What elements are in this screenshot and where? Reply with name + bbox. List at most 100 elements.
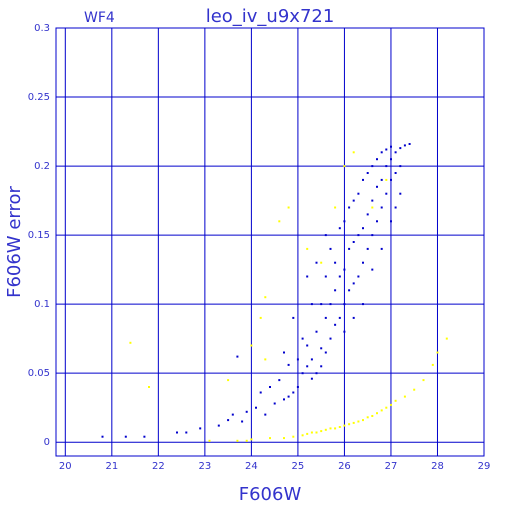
data-point-series-1 xyxy=(399,147,402,150)
data-point-series-1 xyxy=(380,151,383,154)
data-point-series-2 xyxy=(269,437,271,440)
data-point-series-2 xyxy=(334,427,337,430)
data-point-series-2 xyxy=(343,165,346,168)
data-point-series-2 xyxy=(366,416,369,419)
data-point-series-1 xyxy=(124,435,127,438)
data-point-series-1 xyxy=(199,427,202,430)
data-point-series-2 xyxy=(324,428,327,431)
data-point-series-2 xyxy=(371,206,374,209)
data-point-series-1 xyxy=(362,261,364,264)
data-point-series-2 xyxy=(287,206,290,209)
data-point-series-1 xyxy=(338,316,341,319)
data-point-series-1 xyxy=(273,402,276,405)
data-point-series-2 xyxy=(431,363,434,366)
data-point-series-2 xyxy=(445,337,448,340)
x-tick-label: 24 xyxy=(245,461,258,472)
data-point-series-2 xyxy=(245,439,248,442)
data-point-series-1 xyxy=(399,192,402,195)
data-point-series-1 xyxy=(278,379,281,382)
data-point-series-1 xyxy=(329,247,332,250)
data-point-series-2 xyxy=(394,399,397,402)
data-point-series-2 xyxy=(362,419,364,422)
data-point-series-1 xyxy=(371,234,374,237)
data-point-series-1 xyxy=(385,165,388,168)
data-point-series-1 xyxy=(390,158,392,161)
data-point-series-1 xyxy=(264,413,267,416)
data-point-series-1 xyxy=(399,165,402,168)
data-point-series-2 xyxy=(376,412,378,415)
data-point-series-2 xyxy=(334,206,337,209)
data-point-series-1 xyxy=(390,178,392,181)
data-point-series-1 xyxy=(338,275,341,278)
data-point-series-2 xyxy=(320,261,323,264)
data-point-series-1 xyxy=(352,282,355,285)
data-point-series-1 xyxy=(320,365,323,368)
data-point-series-2 xyxy=(422,379,425,382)
data-point-series-1 xyxy=(324,316,327,319)
y-tick-label: 0.15 xyxy=(28,230,50,241)
x-tick-label: 26 xyxy=(338,461,351,472)
data-point-series-1 xyxy=(390,145,392,148)
data-point-series-1 xyxy=(385,148,388,151)
data-points xyxy=(101,143,448,442)
data-point-series-1 xyxy=(334,289,337,292)
data-point-series-2 xyxy=(320,430,323,433)
data-point-series-2 xyxy=(357,420,360,423)
data-point-series-1 xyxy=(306,344,309,347)
data-point-series-1 xyxy=(371,268,374,271)
data-point-series-2 xyxy=(310,431,313,434)
data-point-series-2 xyxy=(264,296,267,299)
data-point-series-1 xyxy=(343,220,346,223)
data-point-series-1 xyxy=(283,351,285,354)
data-point-series-1 xyxy=(259,391,262,394)
data-point-series-1 xyxy=(380,247,383,250)
data-point-series-1 xyxy=(301,372,304,375)
data-point-series-1 xyxy=(296,358,299,361)
y-tick-label: 0.25 xyxy=(28,92,50,103)
data-point-series-1 xyxy=(176,431,178,434)
data-point-series-1 xyxy=(394,172,397,174)
data-point-series-1 xyxy=(255,406,257,409)
y-axis-title: F606W error xyxy=(4,186,25,298)
data-point-series-1 xyxy=(320,347,323,350)
data-point-series-2 xyxy=(380,409,383,412)
x-axis-title: F606W xyxy=(239,484,302,505)
y-tick-label: 0.3 xyxy=(34,23,50,34)
data-point-series-2 xyxy=(292,435,295,438)
data-point-series-2 xyxy=(385,178,388,181)
data-point-series-1 xyxy=(362,178,364,181)
x-tick-label: 21 xyxy=(105,461,118,472)
data-point-series-1 xyxy=(366,247,369,250)
data-point-series-2 xyxy=(306,247,309,250)
data-point-series-1 xyxy=(310,377,313,380)
data-point-series-1 xyxy=(287,395,290,398)
data-point-series-1 xyxy=(343,330,346,333)
data-point-series-1 xyxy=(334,261,337,264)
x-tick-label: 23 xyxy=(199,461,212,472)
y-tick-label: 0.05 xyxy=(28,368,50,379)
data-point-series-1 xyxy=(357,275,360,278)
data-point-series-1 xyxy=(366,213,369,216)
data-point-series-1 xyxy=(283,398,285,401)
data-point-series-1 xyxy=(269,386,271,388)
data-point-series-1 xyxy=(306,365,309,368)
data-point-series-1 xyxy=(408,143,411,145)
y-tick-labels: 0 0.05 0.1 0.15 0.2 0.25 0.3 xyxy=(28,23,50,448)
data-point-series-2 xyxy=(385,406,388,409)
data-point-series-2 xyxy=(413,388,416,391)
data-point-series-2 xyxy=(259,316,262,319)
data-point-series-1 xyxy=(380,178,383,181)
y-tick-label: 0.1 xyxy=(34,299,50,310)
data-point-series-2 xyxy=(371,415,374,417)
data-point-series-1 xyxy=(357,192,360,195)
subtitle: WF4 xyxy=(84,10,115,26)
data-point-series-1 xyxy=(362,227,364,230)
x-tick-labels: 20 21 22 23 24 25 26 27 28 29 xyxy=(59,461,490,472)
data-point-series-1 xyxy=(292,391,295,394)
data-point-series-2 xyxy=(278,220,281,223)
data-point-series-1 xyxy=(390,220,392,223)
data-point-series-1 xyxy=(315,330,318,333)
data-point-series-1 xyxy=(143,435,146,438)
data-point-series-2 xyxy=(338,426,341,428)
y-tick-label: 0.2 xyxy=(34,161,50,172)
